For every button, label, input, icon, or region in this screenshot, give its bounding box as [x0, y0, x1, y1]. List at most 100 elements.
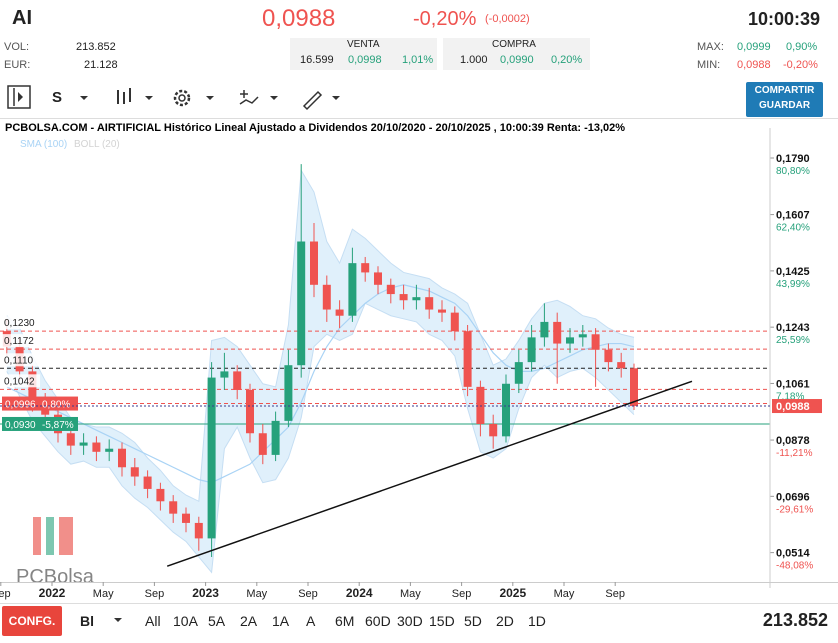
venta-price: 0,0998 — [348, 54, 382, 66]
current-label: 0,0988 — [776, 401, 810, 413]
mode-dropdown[interactable] — [112, 614, 126, 626]
venta-label: VENTA — [347, 39, 380, 50]
level-label-box — [2, 396, 78, 411]
candle-body — [630, 368, 638, 407]
range-button[interactable]: 15D — [429, 613, 455, 629]
level-label-box — [2, 374, 40, 388]
range-button[interactable]: 5A — [208, 613, 226, 629]
share-button[interactable] — [746, 82, 823, 117]
candle-body — [130, 467, 139, 477]
x-tick-label: May — [246, 588, 267, 600]
chart-title: PCBOLSA.COM - AIRTIFICIAL Histórico Line… — [5, 122, 625, 134]
dropdown[interactable] — [206, 96, 214, 100]
legend-sma: SMA (100) — [20, 139, 67, 150]
range-button[interactable]: 60D — [365, 613, 391, 629]
candles-icon[interactable] — [117, 88, 131, 104]
level-label: 0,0996 — [5, 400, 36, 411]
symbol: AI — [12, 7, 32, 29]
candle-body — [66, 433, 75, 446]
candle-body — [233, 371, 242, 390]
candle-body — [322, 284, 331, 310]
candle-body — [310, 241, 318, 285]
toolbar-icons — [7, 85, 340, 111]
dropdown[interactable] — [332, 96, 340, 100]
current-box — [772, 399, 822, 414]
candle-body — [348, 263, 357, 316]
indicator-icon[interactable] — [239, 90, 259, 105]
mode[interactable]: Bl — [80, 613, 94, 629]
chart: PCBOLSA.COM - AIRTIFICIAL Histórico Line… — [0, 118, 838, 600]
compra-pct: 0,20% — [551, 54, 583, 66]
candle-body — [79, 442, 88, 446]
x-tick-label: May — [400, 588, 421, 600]
range-button[interactable]: 1A — [272, 613, 290, 629]
change-pct: -0,20% — [413, 8, 477, 30]
boll-band — [6, 170, 635, 573]
level-pct: 0,80% — [42, 400, 70, 411]
min-label: MIN: — [697, 59, 721, 71]
x-tick-label: Sep — [0, 588, 11, 600]
logo-block — [33, 517, 41, 555]
eur: 21.128 — [84, 59, 118, 71]
legend-boll: BOLL (20) — [74, 139, 120, 150]
venta-qty: 16.599 — [300, 54, 334, 66]
settings-icon-center — [178, 94, 186, 102]
level-label-box — [2, 334, 40, 348]
settings-icon[interactable] — [173, 89, 191, 107]
dropdown[interactable] — [80, 96, 88, 100]
x-tick-label: Sep — [145, 588, 165, 600]
candle-body — [514, 362, 523, 384]
range-button[interactable]: 30D — [397, 613, 423, 629]
candle-body — [463, 331, 472, 387]
candle-body — [143, 476, 152, 489]
y-percent-label: -29,61% — [776, 504, 813, 515]
candle-body — [399, 294, 408, 301]
plot — [0, 164, 770, 574]
config-button[interactable] — [2, 606, 62, 636]
eur-label: EUR: — [4, 59, 31, 71]
range-button[interactable]: All — [145, 613, 161, 629]
y-percent-label: -11,21% — [776, 448, 813, 459]
draw-icon[interactable] — [302, 90, 323, 111]
range-button[interactable]: 6M — [335, 613, 355, 629]
dropdown[interactable] — [145, 96, 153, 100]
range-button[interactable]: 2D — [496, 613, 514, 629]
candle-body — [438, 309, 446, 313]
candle-body — [361, 263, 370, 273]
dropdown[interactable] — [270, 96, 278, 100]
dropdown-arrow — [114, 618, 122, 622]
level-label-box — [2, 353, 40, 367]
level-label-box — [2, 316, 40, 330]
y-percent-label: 7,18% — [776, 391, 804, 402]
y-percent-label: 25,59% — [776, 335, 810, 346]
time: 10:00:39 — [747, 9, 820, 29]
candle-body — [284, 365, 293, 421]
candle-body — [182, 513, 190, 523]
max-price: 0,0999 — [737, 41, 771, 53]
range-button[interactable]: A — [306, 613, 316, 629]
period[interactable]: S — [52, 89, 63, 106]
x-tick-label: 2024 — [346, 586, 373, 600]
x-tick-label: 2023 — [192, 586, 219, 600]
range-button[interactable]: 5D — [464, 613, 482, 629]
candle-body — [271, 420, 280, 455]
range-button[interactable]: 2A — [240, 613, 258, 629]
vol-label: VOL: — [4, 41, 30, 53]
share-label: COMPARTIR — [754, 85, 815, 96]
y-percent-label: 80,80% — [776, 166, 810, 177]
footer-volume: 213.852 — [762, 610, 828, 630]
x-tick-label: 2025 — [499, 586, 526, 600]
y-tick-label: 0,1061 — [776, 378, 810, 390]
candle-body — [553, 321, 562, 344]
range-button[interactable]: 10A — [173, 613, 198, 629]
x-tick-label: May — [93, 588, 114, 600]
venta-pct: 1,01% — [402, 54, 434, 66]
candle-body — [578, 334, 587, 338]
price: 0,0988 — [262, 5, 336, 32]
range-button[interactable]: 1D — [528, 613, 546, 629]
panel-icon[interactable] — [7, 85, 31, 109]
x-tick-label: May — [554, 588, 575, 600]
candle-body — [502, 383, 510, 437]
y-percent-label: -48,08% — [776, 561, 813, 572]
max-pct: 0,90% — [786, 41, 818, 53]
